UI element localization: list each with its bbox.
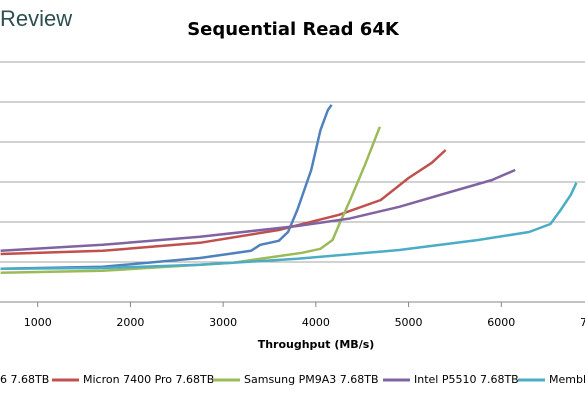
x-axis-label: Throughput (MB/s): [258, 338, 375, 351]
legend-label: Micron 7400 Pro 7.68TB: [83, 373, 214, 386]
x-tick-label: 5000: [395, 316, 423, 329]
x-tick-label: 2000: [116, 316, 144, 329]
x-tick-label: 3000: [209, 316, 237, 329]
brand-logo: Review: [0, 6, 72, 31]
legend-label: Samsung PM9A3 7.68TB: [244, 373, 379, 386]
series-line: [0, 104, 333, 271]
series-line: [0, 149, 447, 256]
x-tick-label: 6000: [487, 316, 515, 329]
legend-label: Intel P5510 7.68TB: [414, 373, 519, 386]
series-line: [0, 182, 578, 271]
series-line: [0, 168, 516, 253]
legend-label: Membl: [549, 373, 585, 386]
x-tick-label: 1000: [24, 316, 52, 329]
x-tick-label: 4000: [302, 316, 330, 329]
legend-label: 6 7.68TB: [0, 373, 49, 386]
series-line: [0, 126, 381, 275]
x-tick-label: 7000: [580, 316, 585, 329]
chart-title: Sequential Read 64K: [187, 19, 400, 40]
